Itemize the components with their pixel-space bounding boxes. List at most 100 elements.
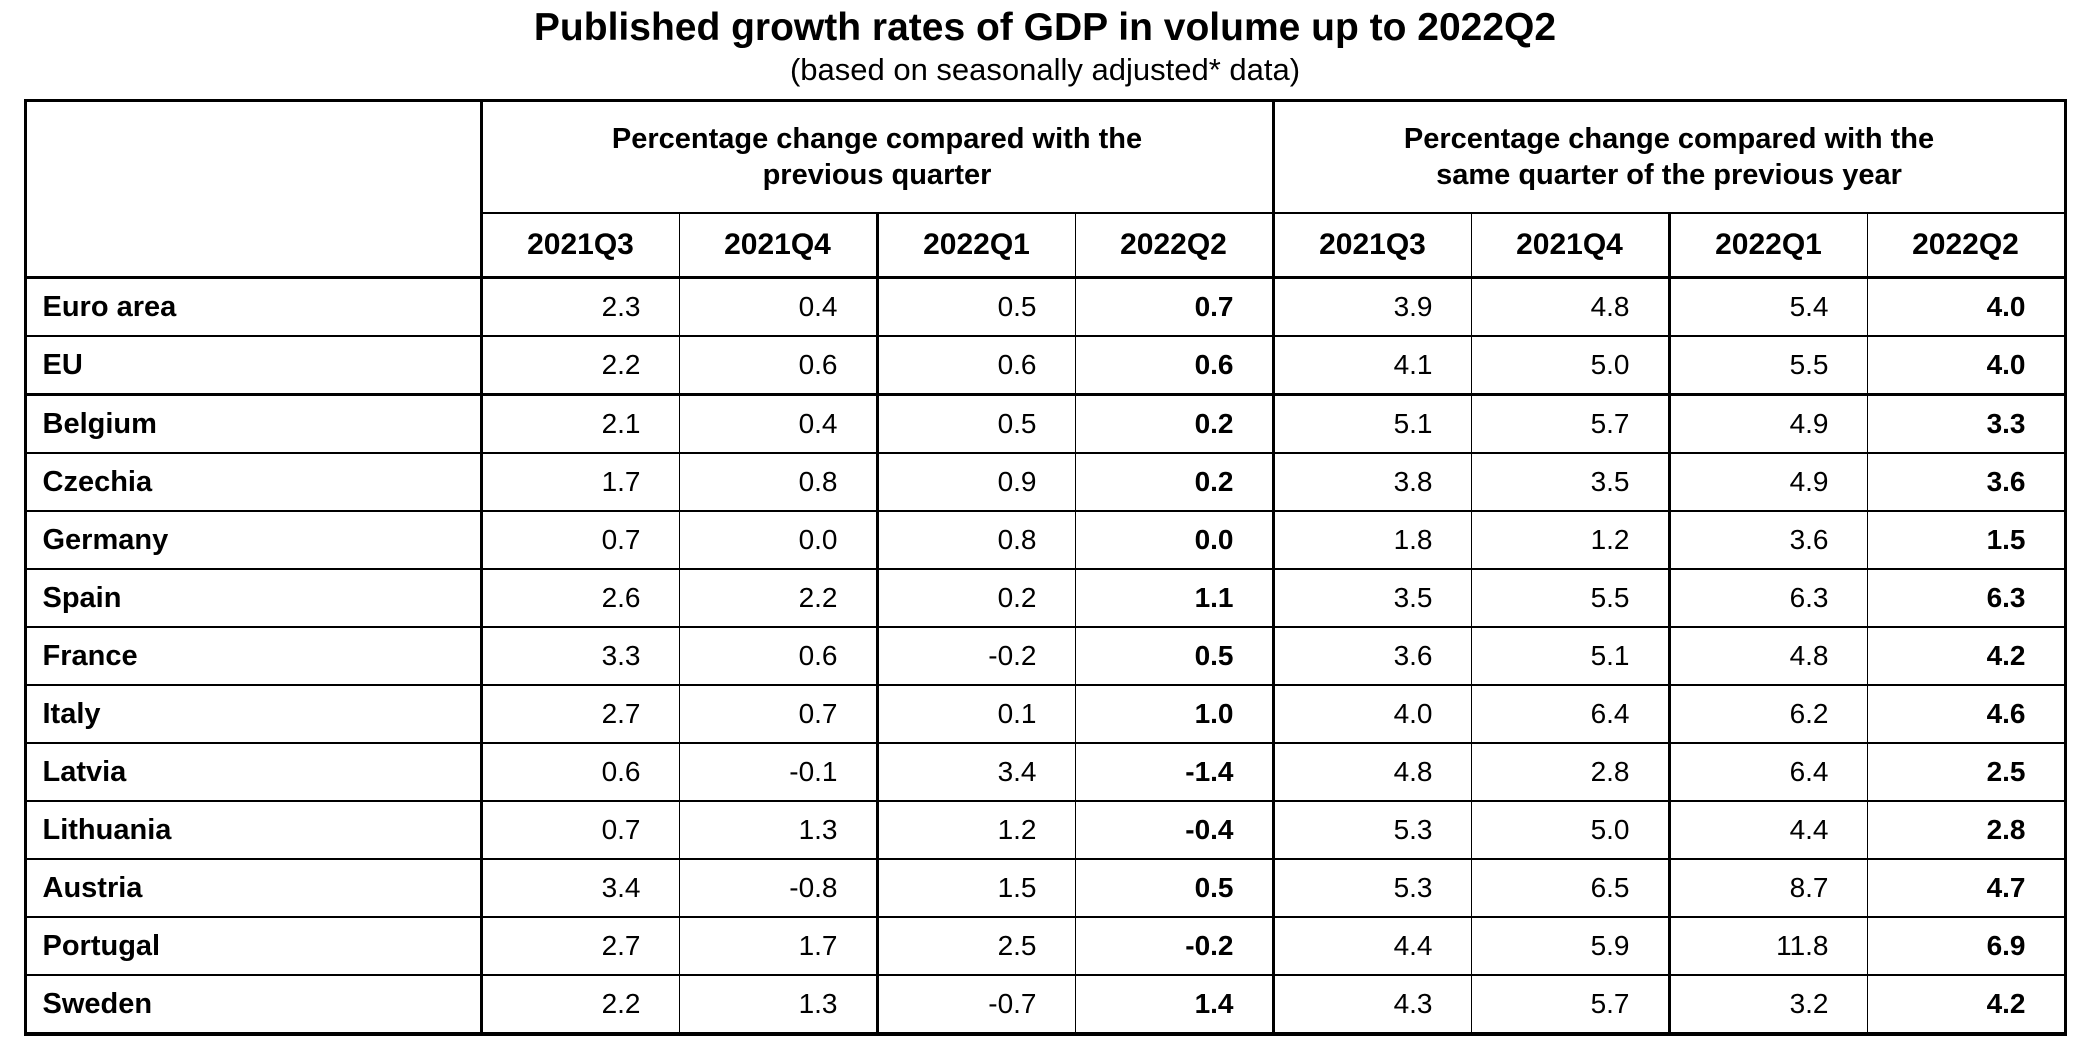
- value-cell: 4.8: [1470, 276, 1670, 338]
- value-cell: 0.7: [678, 684, 878, 745]
- value-cell: 5.0: [1470, 800, 1670, 861]
- value-cell: 8.7: [1667, 858, 1868, 919]
- value-cell: 6.2: [1667, 684, 1868, 745]
- value-cell: 4.8: [1667, 626, 1868, 687]
- value-cell: 4.4: [1667, 800, 1868, 861]
- value-cell: 5.9: [1470, 916, 1670, 977]
- row-label: Austria: [24, 858, 482, 919]
- value-cell: 6.4: [1667, 742, 1868, 803]
- value-cell: 2.8: [1866, 800, 2066, 861]
- value-cell: 3.5: [1470, 452, 1670, 513]
- value-cell: 4.0: [1866, 335, 2066, 397]
- value-cell: 0.7: [479, 510, 680, 571]
- value-cell: 3.9: [1271, 276, 1472, 338]
- value-cell: 4.2: [1866, 974, 2066, 1036]
- table-row: Germany 0.7 0.0 0.8 0.0 1.8 1.2 3.6 1.5: [24, 510, 2066, 571]
- value-cell: 3.6: [1866, 452, 2066, 513]
- value-cell: 5.5: [1667, 335, 1868, 397]
- value-cell: -0.8: [678, 858, 878, 919]
- value-cell: 4.0: [1271, 684, 1472, 745]
- table-header: Percentage change compared with the prev…: [24, 99, 2066, 280]
- table-row: France 3.3 0.6 -0.2 0.5 3.6 5.1 4.8 4.2: [24, 626, 2066, 687]
- value-cell: 1.4: [1074, 974, 1274, 1036]
- value-cell: 0.5: [875, 393, 1076, 455]
- row-label: Sweden: [24, 974, 482, 1036]
- value-cell: 5.3: [1271, 800, 1472, 861]
- value-cell: 1.2: [1470, 510, 1670, 571]
- value-cell: 1.5: [875, 858, 1076, 919]
- value-cell: 11.8: [1667, 916, 1868, 977]
- group-header-yoy: Percentage change compared with the same…: [1271, 99, 2066, 215]
- value-cell: 0.1: [875, 684, 1076, 745]
- value-cell: 2.2: [479, 335, 680, 397]
- table-row: Lithuania 0.7 1.3 1.2 -0.4 5.3 5.0 4.4 2…: [24, 800, 2066, 861]
- row-label: Euro area: [24, 276, 482, 338]
- value-cell: 0.4: [678, 393, 878, 455]
- value-cell: 3.6: [1271, 626, 1472, 687]
- quarter-header: 2021Q4: [678, 212, 878, 280]
- value-cell: 1.2: [875, 800, 1076, 861]
- value-cell: 0.9: [875, 452, 1076, 513]
- value-cell: 6.5: [1470, 858, 1670, 919]
- quarter-header: 2022Q2: [1866, 212, 2066, 280]
- value-cell: 0.6: [678, 335, 878, 397]
- value-cell: 2.2: [678, 568, 878, 629]
- quarter-header: 2022Q2: [1074, 212, 1274, 280]
- value-cell: -0.2: [875, 626, 1076, 687]
- value-cell: 1.3: [678, 800, 878, 861]
- value-cell: 5.4: [1667, 276, 1868, 338]
- value-cell: 5.1: [1271, 393, 1472, 455]
- row-label: Belgium: [24, 393, 482, 455]
- value-cell: 3.3: [479, 626, 680, 687]
- value-cell: 0.5: [1074, 858, 1274, 919]
- table-row: Belgium 2.1 0.4 0.5 0.2 5.1 5.7 4.9 3.3: [24, 393, 2066, 455]
- value-cell: 5.1: [1470, 626, 1670, 687]
- table-row: Portugal 2.7 1.7 2.5 -0.2 4.4 5.9 11.8 6…: [24, 916, 2066, 977]
- value-cell: 6.3: [1667, 568, 1868, 629]
- value-cell: 2.3: [479, 276, 680, 338]
- value-cell: -0.4: [1074, 800, 1274, 861]
- value-cell: 2.7: [479, 684, 680, 745]
- table-row: Italy 2.7 0.7 0.1 1.0 4.0 6.4 6.2 4.6: [24, 684, 2066, 745]
- row-label: Portugal: [24, 916, 482, 977]
- value-cell: 0.0: [678, 510, 878, 571]
- value-cell: 0.5: [875, 276, 1076, 338]
- value-cell: 1.1: [1074, 568, 1274, 629]
- value-cell: 2.6: [479, 568, 680, 629]
- row-label: EU: [24, 335, 482, 397]
- value-cell: 3.2: [1667, 974, 1868, 1036]
- table-row: Czechia 1.7 0.8 0.9 0.2 3.8 3.5 4.9 3.6: [24, 452, 2066, 513]
- group-header-yoy-label: Percentage change compared with the same…: [1403, 123, 1935, 192]
- value-cell: 2.8: [1470, 742, 1670, 803]
- value-cell: -0.1: [678, 742, 878, 803]
- value-cell: 0.4: [678, 276, 878, 338]
- value-cell: 5.7: [1470, 974, 1670, 1036]
- row-label: Spain: [24, 568, 482, 629]
- row-label: Lithuania: [24, 800, 482, 861]
- value-cell: 2.7: [479, 916, 680, 977]
- value-cell: 0.5: [1074, 626, 1274, 687]
- row-label: Czechia: [24, 452, 482, 513]
- value-cell: 3.4: [479, 858, 680, 919]
- page-title: Published growth rates of GDP in volume …: [533, 6, 1557, 49]
- value-cell: 1.3: [678, 974, 878, 1036]
- value-cell: 5.0: [1470, 335, 1670, 397]
- table-row: Latvia 0.6 -0.1 3.4 -1.4 4.8 2.8 6.4 2.5: [24, 742, 2066, 803]
- value-cell: 5.3: [1271, 858, 1472, 919]
- quarter-header: 2021Q3: [1271, 212, 1472, 280]
- value-cell: 3.8: [1271, 452, 1472, 513]
- quarter-header: 2021Q4: [1470, 212, 1670, 280]
- value-cell: 4.6: [1866, 684, 2066, 745]
- gdp-growth-table: Percentage change compared with the prev…: [23, 99, 2067, 1037]
- group-header-row: Percentage change compared with the prev…: [24, 99, 2066, 280]
- value-cell: 0.7: [1074, 276, 1274, 338]
- value-cell: 6.3: [1866, 568, 2066, 629]
- value-cell: 4.9: [1667, 452, 1868, 513]
- value-cell: 1.7: [678, 916, 878, 977]
- value-cell: -0.7: [875, 974, 1076, 1036]
- value-cell: 4.4: [1271, 916, 1472, 977]
- value-cell: 5.7: [1470, 393, 1670, 455]
- value-cell: 1.5: [1866, 510, 2066, 571]
- value-cell: 0.6: [1074, 335, 1274, 397]
